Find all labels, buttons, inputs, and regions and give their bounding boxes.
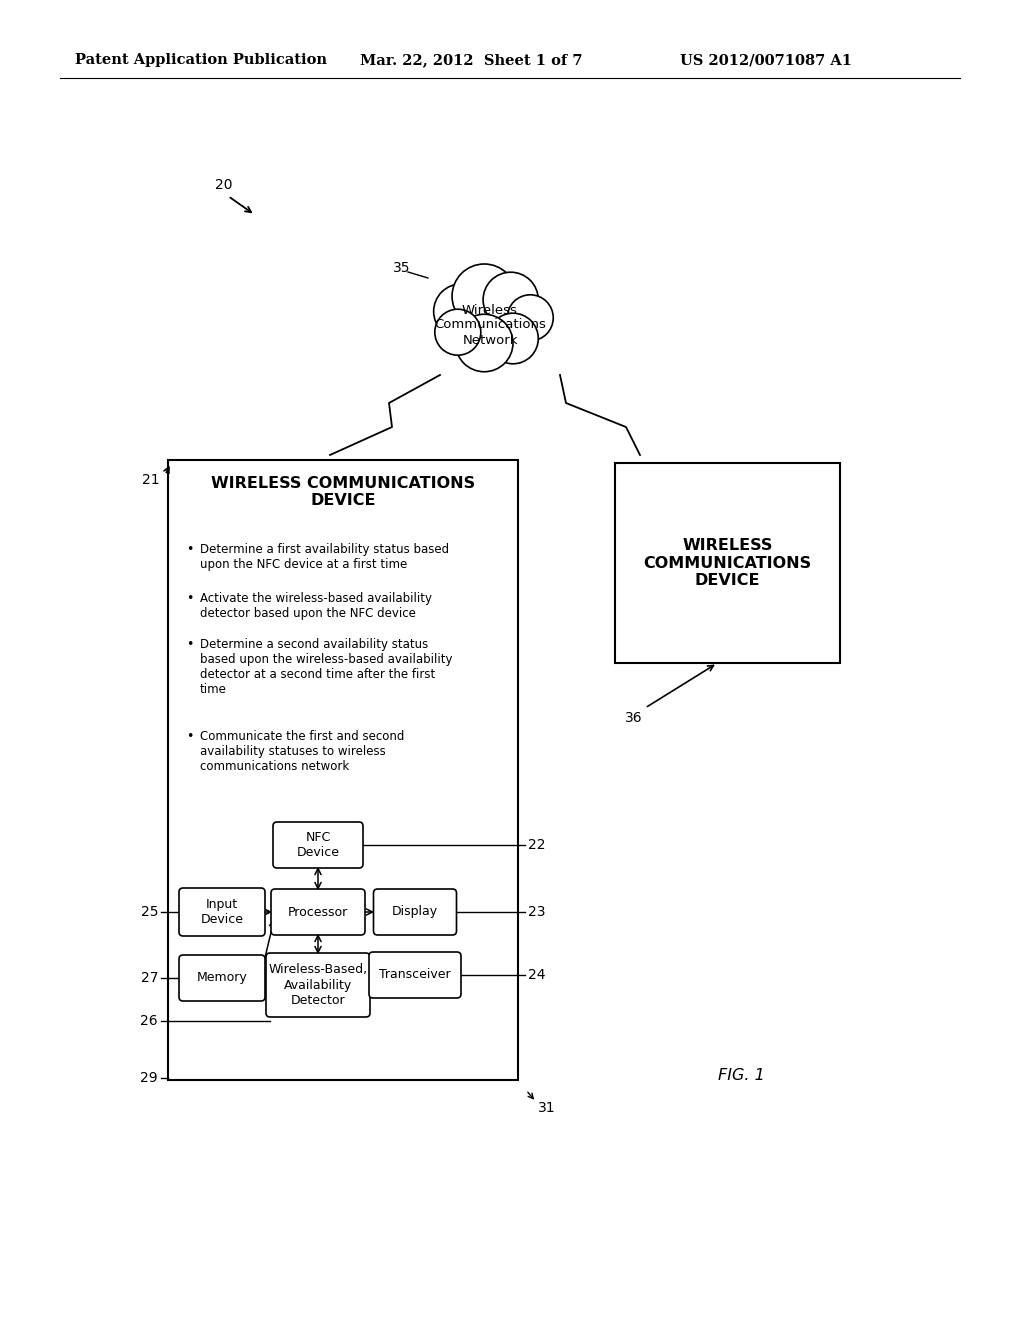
- Text: Patent Application Publication: Patent Application Publication: [75, 53, 327, 67]
- Text: 25: 25: [140, 906, 158, 919]
- Circle shape: [483, 272, 539, 327]
- FancyBboxPatch shape: [179, 954, 265, 1001]
- FancyBboxPatch shape: [266, 953, 370, 1016]
- Circle shape: [456, 314, 513, 372]
- Text: US 2012/0071087 A1: US 2012/0071087 A1: [680, 53, 852, 67]
- Text: 21: 21: [142, 473, 160, 487]
- Text: Wireless-Based,
Availability
Detector: Wireless-Based, Availability Detector: [268, 964, 368, 1006]
- Text: 23: 23: [528, 906, 546, 919]
- Circle shape: [487, 313, 539, 364]
- Text: 20: 20: [215, 178, 232, 191]
- Text: Determine a first availability status based
upon the NFC device at a first time: Determine a first availability status ba…: [200, 543, 450, 572]
- FancyBboxPatch shape: [369, 952, 461, 998]
- FancyBboxPatch shape: [179, 888, 265, 936]
- Text: •: •: [186, 543, 194, 556]
- Text: 35: 35: [393, 261, 411, 275]
- Text: Communicate the first and second
availability statuses to wireless
communication: Communicate the first and second availab…: [200, 730, 404, 774]
- Text: 36: 36: [625, 711, 643, 725]
- Text: Wireless
Communications
Network: Wireless Communications Network: [434, 304, 546, 346]
- Text: FIG. 1: FIG. 1: [718, 1068, 765, 1082]
- Text: Processor: Processor: [288, 906, 348, 919]
- Text: WIRELESS
COMMUNICATIONS
DEVICE: WIRELESS COMMUNICATIONS DEVICE: [643, 539, 812, 587]
- Text: 22: 22: [528, 838, 546, 851]
- Text: NFC
Device: NFC Device: [297, 832, 340, 859]
- FancyBboxPatch shape: [273, 822, 362, 869]
- Text: 31: 31: [538, 1101, 556, 1115]
- Text: 27: 27: [140, 972, 158, 985]
- Text: 29: 29: [140, 1071, 158, 1085]
- Text: •: •: [186, 730, 194, 743]
- Text: Mar. 22, 2012  Sheet 1 of 7: Mar. 22, 2012 Sheet 1 of 7: [360, 53, 583, 67]
- Text: Transceiver: Transceiver: [379, 969, 451, 982]
- Text: •: •: [186, 638, 194, 651]
- Bar: [615, 463, 840, 663]
- FancyBboxPatch shape: [271, 888, 365, 935]
- Circle shape: [507, 294, 553, 341]
- Text: •: •: [186, 591, 194, 605]
- Text: Memory: Memory: [197, 972, 248, 985]
- Circle shape: [435, 309, 481, 355]
- Text: Display: Display: [392, 906, 438, 919]
- Text: Input
Device: Input Device: [201, 898, 244, 927]
- Circle shape: [452, 264, 516, 329]
- Bar: [168, 459, 518, 1080]
- Text: 24: 24: [528, 968, 546, 982]
- Text: Determine a second availability status
based upon the wireless-based availabilit: Determine a second availability status b…: [200, 638, 453, 696]
- Text: 26: 26: [140, 1014, 158, 1028]
- Text: Activate the wireless-based availability
detector based upon the NFC device: Activate the wireless-based availability…: [200, 591, 432, 620]
- FancyBboxPatch shape: [374, 888, 457, 935]
- Text: WIRELESS COMMUNICATIONS
DEVICE: WIRELESS COMMUNICATIONS DEVICE: [211, 475, 475, 508]
- Circle shape: [433, 284, 488, 339]
